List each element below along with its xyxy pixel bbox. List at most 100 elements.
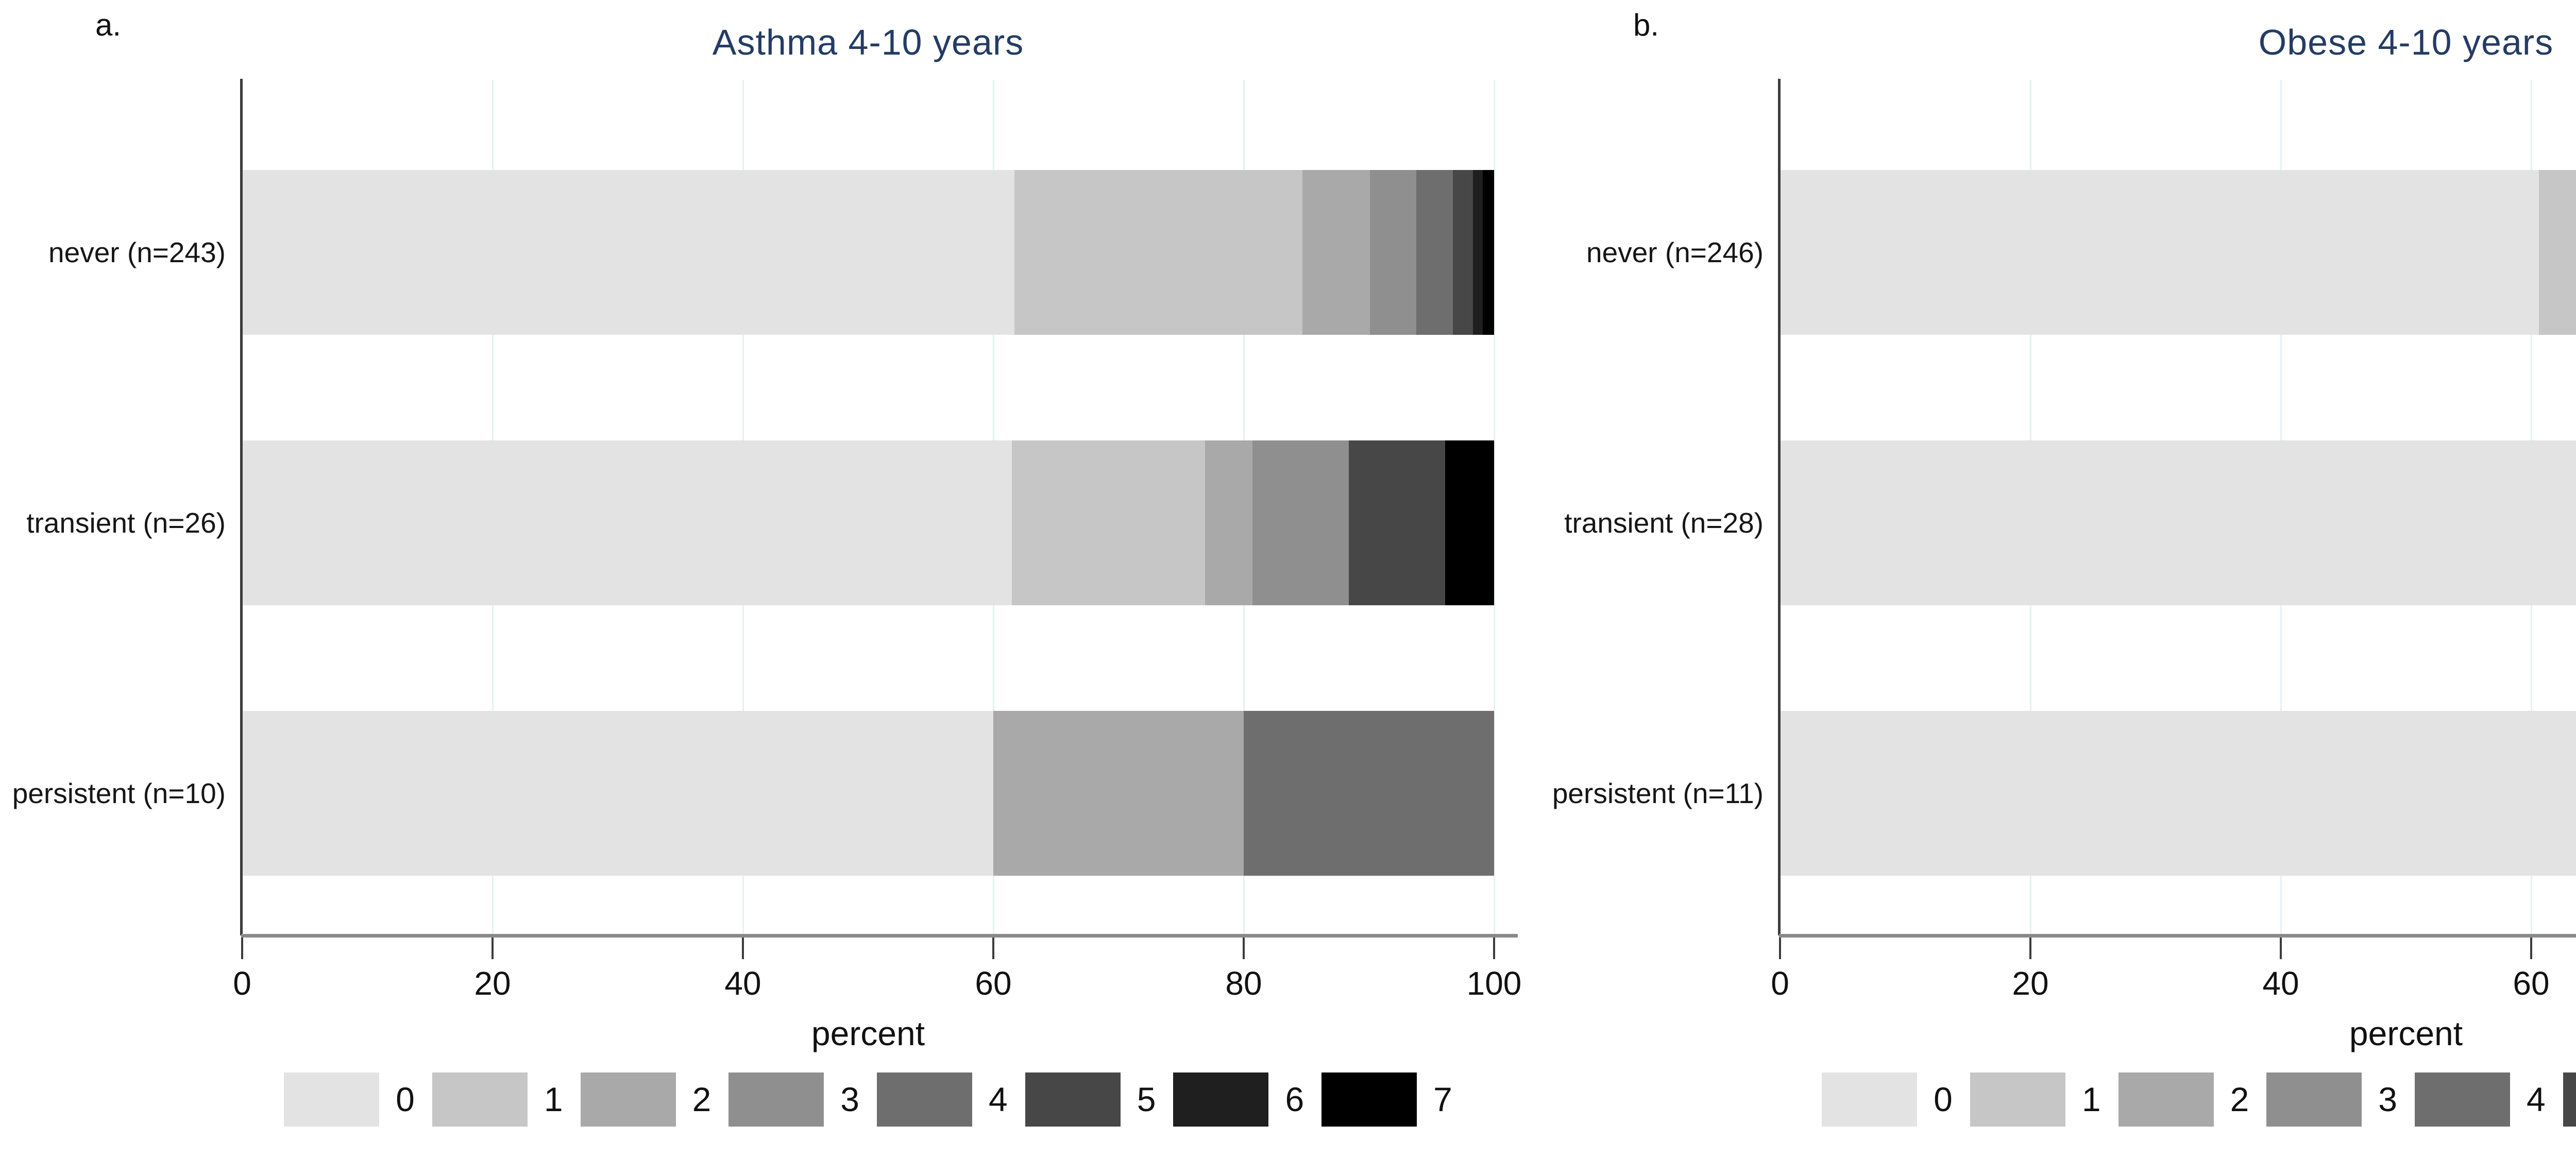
x-tick (1243, 938, 1245, 959)
category-label: transient (n=26) (26, 507, 226, 539)
y-axis-line (1778, 79, 1781, 935)
x-tick-label: 100 (1466, 965, 1522, 1002)
legend-item: 5 (2563, 1072, 2576, 1127)
bar-segment-4 (1416, 170, 1453, 335)
x-tick (1493, 938, 1495, 959)
legend-swatch (1822, 1072, 1918, 1127)
bar-segment-0 (1780, 440, 2576, 605)
x-axis-title: percent (811, 1014, 925, 1052)
bar-segment-5 (1452, 170, 1473, 335)
plot-area (1780, 80, 2576, 934)
bar-row (242, 711, 1494, 876)
bar-segment-0 (242, 711, 993, 876)
legend-label: 2 (692, 1080, 711, 1118)
x-tick (2280, 938, 2282, 959)
legend-swatch (1321, 1072, 1417, 1127)
legend-swatch (877, 1072, 972, 1127)
bar-segment-4 (1244, 711, 1494, 876)
legend-item: 5 (1025, 1072, 1156, 1127)
x-tick-label: 20 (2012, 965, 2049, 1002)
legend-item: 2 (2118, 1072, 2249, 1127)
category-label: transient (n=28) (1564, 507, 1764, 539)
x-tick (2029, 938, 2031, 959)
category-label: persistent (n=11) (1552, 777, 1764, 809)
legend-label: 6 (1285, 1080, 1304, 1118)
legend-label: 2 (2230, 1080, 2249, 1118)
panel-label: b. (1633, 8, 1659, 42)
x-tick-label: 60 (975, 965, 1012, 1002)
bar-segment-3 (1370, 170, 1417, 335)
category-label: persistent (n=10) (12, 777, 226, 809)
legend-item: 6 (1173, 1072, 1304, 1127)
legend-label: 1 (2081, 1080, 2101, 1118)
legend-item: 3 (728, 1072, 859, 1127)
legend-label: 1 (544, 1080, 563, 1118)
legend-swatch (2118, 1072, 2214, 1127)
legend-item: 0 (1822, 1072, 1953, 1127)
legend-item: 1 (432, 1072, 563, 1127)
x-tick-label: 0 (233, 965, 251, 1002)
bar-segment-1 (2538, 170, 2576, 335)
bar-segment-7 (1445, 440, 1494, 605)
bar-segment-1 (1012, 440, 1205, 605)
bar-segment-0 (1780, 711, 2576, 876)
bar-segment-0 (242, 440, 1012, 605)
bar-segment-6 (1472, 170, 1483, 335)
bar-row (1780, 170, 2576, 335)
legend-swatch (1025, 1072, 1121, 1127)
legend-item: 4 (2415, 1072, 2546, 1127)
x-tick-label: 0 (1771, 965, 1789, 1002)
x-axis-title: percent (2349, 1014, 2463, 1052)
legend-swatch (2266, 1072, 2362, 1127)
chart-title: Asthma 4-10 years (712, 22, 1024, 62)
y-axis-line (240, 79, 243, 935)
legend-swatch (284, 1072, 380, 1127)
legend-swatch (1173, 1072, 1269, 1127)
x-tick (1779, 938, 1781, 959)
legend-label: 0 (1934, 1080, 1953, 1118)
chart-title: Obese 4-10 years (2258, 22, 2554, 62)
bar-segment-2 (1205, 440, 1252, 605)
legend-swatch (1970, 1072, 2065, 1127)
legend-swatch (728, 1072, 824, 1127)
x-tick-label: 40 (724, 965, 761, 1002)
x-axis-line (241, 934, 1518, 938)
legend-item: 7 (1321, 1072, 1452, 1127)
x-tick (492, 938, 494, 959)
legend-swatch (432, 1072, 528, 1127)
bar-segment-3 (1252, 440, 1349, 605)
category-label: never (n=246) (1586, 236, 1764, 268)
bar-row (1780, 711, 2576, 876)
gridline (1494, 80, 1495, 934)
bar-row (242, 440, 1494, 605)
legend-label: 0 (396, 1080, 415, 1118)
x-axis-line (1779, 934, 2576, 938)
bar-segment-0 (1780, 170, 2539, 335)
legend-label: 4 (989, 1080, 1008, 1118)
x-tick-label: 40 (2262, 965, 2299, 1002)
panel-asthma: a. Asthma 4-10 years 0 20 40 60 80 100 never … (12, 8, 1521, 1127)
x-tick-label: 60 (2513, 965, 2550, 1002)
plot-area (242, 80, 1495, 934)
bar-segment-2 (1302, 170, 1370, 335)
bar-segment-7 (1483, 170, 1494, 335)
x-tick-label: 20 (474, 965, 511, 1002)
legend-swatch (2563, 1072, 2576, 1127)
bar-segment-5 (1349, 440, 1446, 605)
bar-segment-0 (242, 170, 1015, 335)
legend-swatch (2415, 1072, 2510, 1127)
legend-item: 4 (877, 1072, 1008, 1127)
legend-swatch (580, 1072, 676, 1127)
legend-label: 5 (1137, 1080, 1156, 1118)
legend-label: 7 (1433, 1080, 1452, 1118)
legend-item: 1 (1970, 1072, 2101, 1127)
x-tick (241, 938, 243, 959)
category-label: never (n=243) (48, 236, 226, 268)
legend-label: 4 (2527, 1080, 2546, 1118)
legend-item: 2 (580, 1072, 711, 1127)
x-tick (992, 938, 994, 959)
